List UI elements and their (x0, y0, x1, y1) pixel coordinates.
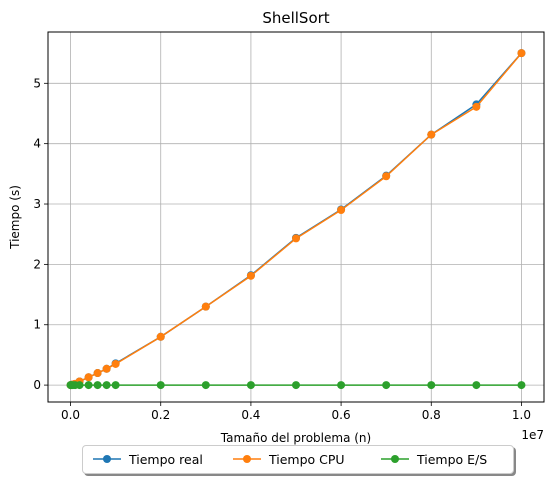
data-point-tiempo-cpu (84, 373, 93, 382)
x-axis-offset-label: 1e7 (521, 428, 544, 442)
data-point-tiempo-e-s (427, 381, 436, 390)
series-tiempo-real (66, 49, 526, 390)
data-point-tiempo-e-s (337, 381, 346, 390)
data-point-tiempo-cpu (427, 130, 436, 139)
data-point-tiempo-cpu (93, 369, 102, 378)
data-point-tiempo-cpu (472, 102, 481, 111)
y-tick-label: 0 (33, 378, 41, 392)
data-point-tiempo-e-s (517, 381, 526, 390)
data-point-tiempo-cpu (102, 364, 111, 373)
x-tick-label: 0.2 (151, 408, 170, 422)
legend-item-tiempo-es: Tiempo E/S (381, 450, 487, 468)
data-point-tiempo-cpu (382, 172, 391, 181)
y-tick-label: 1 (33, 318, 41, 332)
legend-marker-tiempo-cpu (233, 455, 261, 463)
data-point-tiempo-e-s (84, 381, 93, 390)
y-axis-ticks: 0 1 2 3 4 5 (33, 76, 48, 392)
data-point-tiempo-e-s (156, 381, 165, 390)
x-tick-label: 0.6 (332, 408, 351, 422)
y-tick-label: 5 (33, 76, 41, 90)
chart-title: ShellSort (262, 9, 329, 27)
data-point-tiempo-cpu (517, 49, 526, 58)
data-point-tiempo-cpu (337, 206, 346, 215)
legend-marker-tiempo-real (93, 455, 121, 463)
x-tick-label: 0.0 (61, 408, 80, 422)
data-point-tiempo-cpu (246, 271, 255, 280)
y-tick-label: 3 (33, 197, 41, 211)
series-line-tiempo-real (70, 52, 523, 386)
data-point-tiempo-e-s (201, 381, 210, 390)
legend-marker-tiempo-es (381, 455, 409, 463)
y-axis-label: Tiempo (s) (8, 185, 22, 250)
legend-item-tiempo-real: Tiempo real (93, 450, 203, 468)
legend-label-tiempo-cpu: Tiempo CPU (269, 451, 345, 467)
series-line-tiempo-cpu (70, 52, 523, 386)
data-point-tiempo-e-s (102, 381, 111, 390)
series-tiempo-cpu (66, 49, 526, 390)
x-tick-label: 0.8 (422, 408, 441, 422)
grid-lines (48, 32, 544, 402)
data-point-tiempo-cpu (201, 302, 210, 311)
legend-label-tiempo-real: Tiempo real (129, 451, 203, 467)
series-tiempo-e-s (66, 381, 526, 390)
x-axis-label: Tamaño del problema (n) (220, 431, 371, 445)
data-point-tiempo-cpu (156, 332, 165, 341)
series-layer (66, 49, 526, 390)
x-axis-ticks: 0.0 0.2 0.4 0.6 0.8 1.0 (61, 402, 531, 422)
data-point-tiempo-cpu (292, 234, 300, 243)
plot-frame (47, 31, 545, 403)
legend-item-tiempo-cpu: Tiempo CPU (233, 450, 345, 468)
data-point-tiempo-cpu (111, 359, 120, 368)
data-point-tiempo-e-s (292, 381, 300, 390)
data-point-tiempo-e-s (75, 381, 84, 390)
data-point-tiempo-e-s (472, 381, 481, 390)
legend-label-tiempo-es: Tiempo E/S (417, 451, 488, 467)
x-tick-label: 0.4 (241, 408, 260, 422)
data-point-tiempo-e-s (382, 381, 391, 390)
y-tick-label: 4 (33, 137, 41, 151)
legend: Tiempo real Tiempo CPU Tiempo E/S (82, 445, 514, 474)
y-tick-label: 2 (33, 257, 41, 271)
x-tick-label: 1.0 (512, 408, 531, 422)
data-point-tiempo-e-s (246, 381, 255, 390)
data-point-tiempo-e-s (93, 381, 102, 390)
data-point-tiempo-e-s (111, 381, 120, 390)
